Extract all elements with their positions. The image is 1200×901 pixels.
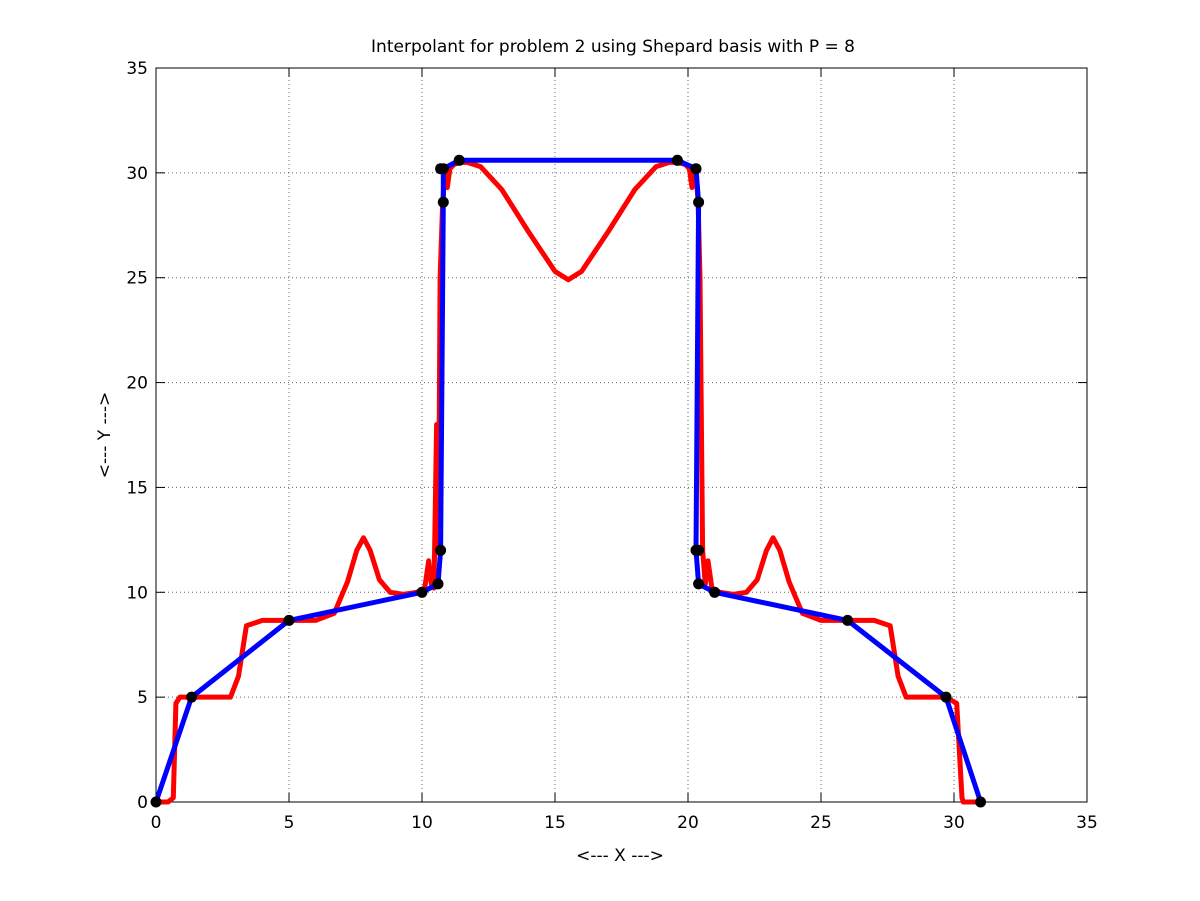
y-tick-label: 20: [126, 374, 148, 394]
data-point: [690, 544, 702, 556]
axes-frame: [155, 67, 1088, 803]
x-tick-label: 5: [284, 813, 295, 833]
x-tick-label: 15: [544, 813, 566, 833]
y-tick-label: 30: [126, 164, 148, 184]
y-tick-label: 0: [137, 793, 148, 813]
x-tick-label: 35: [1076, 813, 1098, 833]
data-point: [709, 586, 721, 598]
data-point: [186, 691, 198, 703]
data-point: [435, 544, 447, 556]
series-layer: [153, 157, 984, 805]
data-point: [693, 196, 705, 208]
data-point: [453, 154, 465, 166]
y-tick-label: 5: [137, 688, 148, 708]
x-axis-title: <--- X --->: [576, 846, 664, 866]
y-tick-label: 35: [126, 59, 148, 79]
x-tick-label: 30: [943, 813, 965, 833]
data-point: [416, 586, 428, 598]
chart-title: Interpolant for problem 2 using Shepard …: [371, 37, 855, 57]
data-point: [283, 614, 295, 626]
x-tick-label: 0: [151, 813, 162, 833]
data-point: [671, 154, 683, 166]
x-tick-label: 25: [810, 813, 832, 833]
axes-box: [155, 67, 1088, 803]
data-point: [435, 163, 447, 175]
data-point: [940, 691, 952, 703]
y-axis-title: <--- Y --->: [95, 392, 115, 479]
data-point: [842, 614, 854, 626]
data-point: [975, 796, 987, 808]
y-tick-label: 10: [126, 583, 148, 603]
shepard-series-line: [158, 159, 978, 805]
x-tick-label: 10: [411, 813, 433, 833]
data-point: [437, 196, 449, 208]
data-point: [150, 796, 162, 808]
tick-layer: 0 5 10 15 20 25 30 35 0 5 10 15 20 25 30 35: [126, 59, 1097, 833]
x-tick-label: 20: [677, 813, 699, 833]
data-point: [432, 578, 444, 590]
data-point: [693, 578, 705, 590]
y-tick-label: 15: [126, 478, 148, 498]
y-tick-label: 25: [126, 269, 148, 289]
data-point: [690, 163, 702, 175]
points-layer: [150, 154, 987, 808]
piecewise_linear-series-line: [153, 157, 984, 805]
